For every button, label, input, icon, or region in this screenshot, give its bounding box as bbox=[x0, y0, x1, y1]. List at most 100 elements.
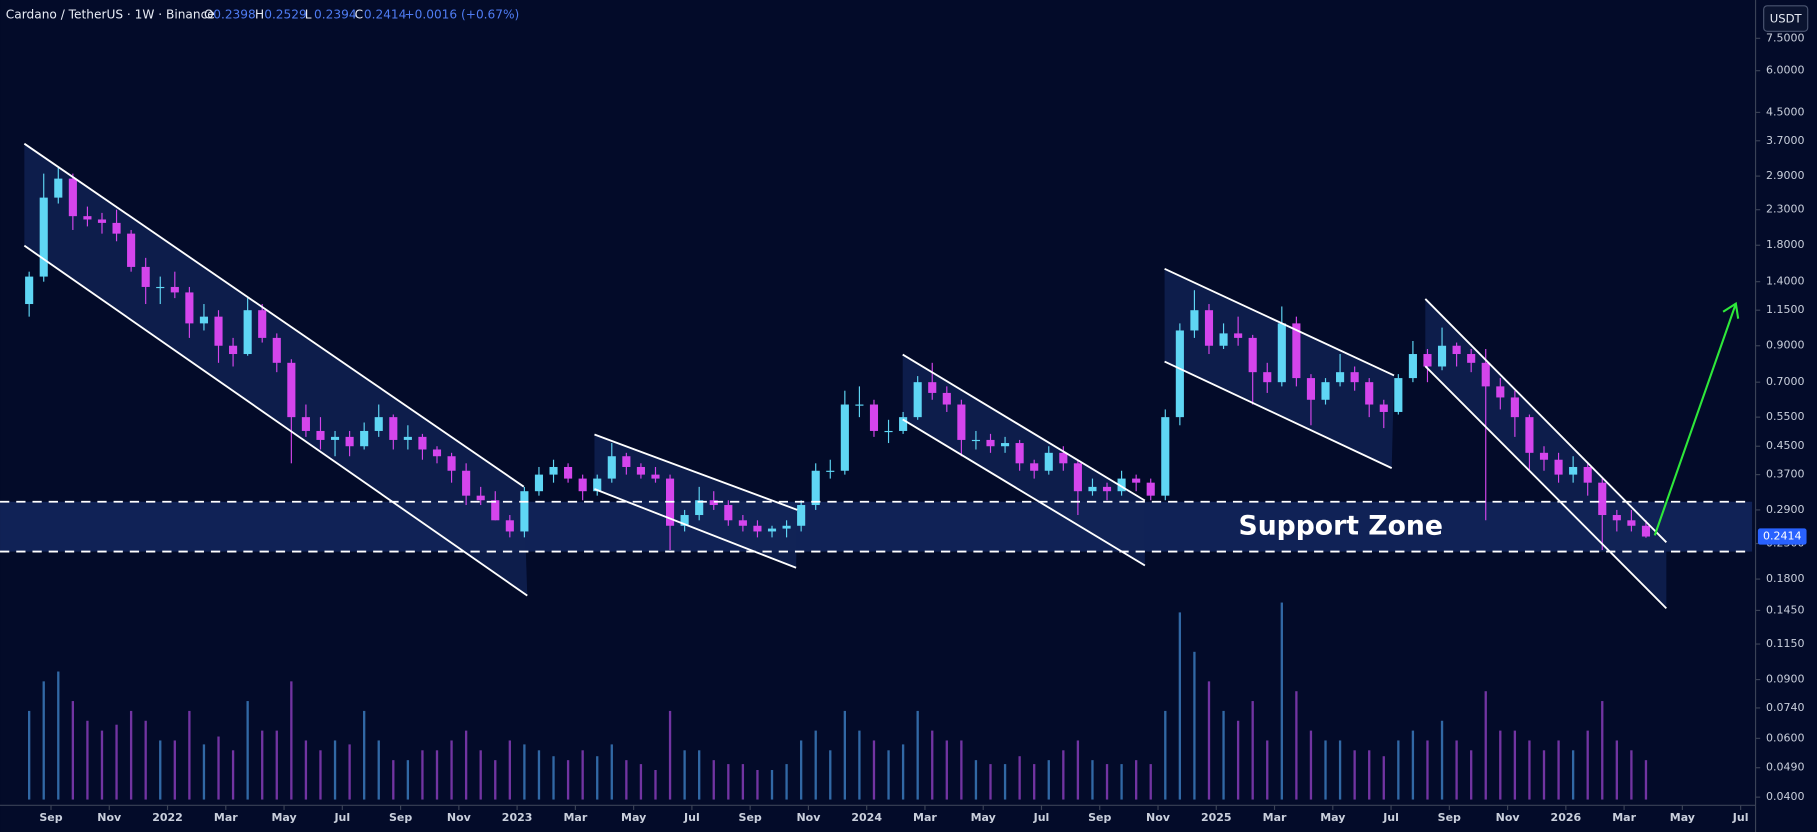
volume-bar bbox=[523, 744, 526, 800]
candle-body bbox=[287, 362, 296, 418]
candle-body bbox=[1234, 333, 1243, 338]
candle-body bbox=[578, 478, 587, 492]
y-tick-label: 6.0000 bbox=[1766, 64, 1805, 77]
volume-bar bbox=[1120, 764, 1123, 800]
volume-bar bbox=[377, 740, 380, 800]
currency-label[interactable]: USDT bbox=[1770, 12, 1803, 26]
candle-body bbox=[651, 474, 660, 479]
volume-bar bbox=[1440, 720, 1444, 800]
ohlc-value: 0.2414 bbox=[364, 8, 407, 22]
y-tick-label: 0.5500 bbox=[1766, 410, 1805, 423]
candle-body bbox=[971, 439, 980, 442]
ohlc-value: 0.2529 bbox=[264, 8, 307, 22]
volume-bar bbox=[960, 740, 963, 800]
volume-bar bbox=[1411, 730, 1415, 800]
x-tick-label: Sep bbox=[1088, 811, 1111, 824]
volume-bar bbox=[1586, 730, 1589, 800]
candle-body bbox=[1161, 417, 1170, 496]
candle-body bbox=[1190, 310, 1199, 331]
volume-bar bbox=[261, 730, 264, 800]
x-tick-label: 2026 bbox=[1551, 811, 1582, 824]
candle-body bbox=[636, 466, 645, 475]
candle-body bbox=[1583, 466, 1592, 483]
candle-body bbox=[25, 276, 34, 305]
candle-body bbox=[1263, 372, 1272, 383]
candle-body bbox=[1102, 486, 1112, 492]
candle-body bbox=[330, 436, 340, 440]
x-tick-label: Sep bbox=[389, 811, 412, 824]
volume-bar bbox=[1091, 760, 1094, 800]
volume-bar bbox=[1251, 701, 1254, 800]
candle-body bbox=[1030, 463, 1039, 471]
volume-bar bbox=[333, 740, 337, 800]
x-tick-label: Nov bbox=[1496, 811, 1521, 824]
volume-bar bbox=[566, 760, 570, 800]
candle-body bbox=[83, 216, 92, 220]
volume-bar bbox=[901, 744, 905, 800]
volume-bar bbox=[173, 740, 176, 800]
volume-bar bbox=[129, 710, 133, 800]
candle-body bbox=[840, 404, 849, 471]
candle-body bbox=[1306, 378, 1316, 400]
candle-body bbox=[884, 430, 893, 433]
volume-bar bbox=[596, 756, 599, 800]
volume-bar bbox=[494, 760, 497, 800]
y-tick-label: 0.9000 bbox=[1766, 339, 1805, 352]
candle-body bbox=[214, 316, 223, 346]
candle-body bbox=[1598, 482, 1607, 516]
candle-body bbox=[928, 382, 937, 393]
candle-body bbox=[1496, 386, 1505, 398]
price-axis-bg bbox=[1755, 0, 1817, 832]
candle-body bbox=[680, 515, 689, 526]
candle-body bbox=[258, 310, 267, 338]
y-tick-label: 0.0400 bbox=[1766, 790, 1805, 803]
x-tick-label: Sep bbox=[39, 811, 62, 824]
channel-fill bbox=[24, 143, 528, 596]
volume-bar bbox=[450, 740, 453, 800]
x-tick-label: Sep bbox=[739, 811, 762, 824]
volume-bar bbox=[27, 710, 31, 800]
volume-bar bbox=[508, 740, 511, 800]
volume-bar bbox=[479, 750, 482, 800]
volume-bar bbox=[421, 750, 424, 800]
currency-button[interactable] bbox=[1763, 5, 1809, 32]
volume-bar bbox=[1076, 740, 1080, 800]
candle-body bbox=[709, 500, 718, 506]
candle-body bbox=[593, 478, 602, 492]
volume-bar bbox=[144, 720, 147, 800]
volume-bar bbox=[1513, 730, 1517, 800]
volume-bar bbox=[668, 710, 672, 800]
volume-bar bbox=[71, 701, 75, 800]
volume-bar bbox=[275, 730, 278, 800]
volume-bar bbox=[1222, 710, 1225, 800]
candle-body bbox=[1525, 417, 1534, 453]
x-tick-label: Mar bbox=[563, 811, 587, 824]
candle-body bbox=[607, 456, 616, 479]
volume-bar bbox=[1003, 764, 1007, 800]
volume-bar bbox=[1309, 730, 1313, 800]
volume-bar bbox=[217, 736, 220, 800]
volume-bar bbox=[1528, 740, 1531, 800]
candle-body bbox=[1336, 372, 1345, 383]
volume-bar bbox=[464, 730, 468, 800]
projection-arrow bbox=[1653, 301, 1740, 536]
volume-bar bbox=[989, 764, 992, 800]
ohlc-key: L bbox=[305, 8, 312, 22]
volume-bar bbox=[1134, 760, 1138, 800]
volume-bar bbox=[363, 710, 366, 800]
volume-bar bbox=[654, 770, 657, 800]
volume-bar bbox=[246, 701, 249, 800]
volume-bar bbox=[1455, 740, 1458, 800]
candle-body bbox=[811, 470, 820, 506]
volume-bar bbox=[1470, 750, 1473, 800]
y-tick-label: 1.8000 bbox=[1766, 238, 1805, 251]
y-tick-label: 2.3000 bbox=[1766, 203, 1805, 216]
volume-bar bbox=[1193, 651, 1196, 800]
volume-bar bbox=[1280, 602, 1283, 800]
candle-body bbox=[1175, 330, 1184, 418]
x-tick-label: Jul bbox=[333, 811, 350, 824]
candle-body bbox=[68, 178, 77, 217]
candle-body bbox=[127, 233, 136, 267]
volume-bar bbox=[858, 730, 861, 800]
